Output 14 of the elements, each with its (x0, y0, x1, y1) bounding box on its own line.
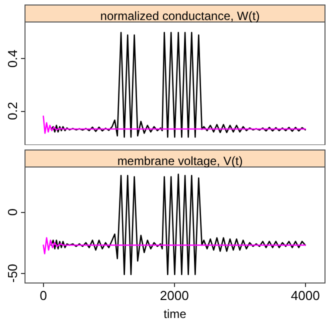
y-tick-label: -50 (5, 264, 20, 283)
chart-title: normalized conductance, W(t) (100, 9, 260, 23)
x-tick-label: 0 (40, 288, 47, 303)
line-series (50, 32, 306, 138)
y-tick-label: 0.4 (5, 50, 20, 68)
x-axis-title: time (164, 307, 187, 321)
line-series (42, 237, 306, 254)
y-tick-label: 0.2 (5, 102, 20, 120)
chart-title: membrane voltage, V(t) (117, 154, 243, 168)
x-tick-label: 4000 (290, 288, 320, 303)
y-tick-label: 0 (5, 208, 20, 216)
line-series (42, 116, 306, 134)
line-series (50, 174, 306, 276)
x-tick-label: 2000 (160, 288, 189, 303)
